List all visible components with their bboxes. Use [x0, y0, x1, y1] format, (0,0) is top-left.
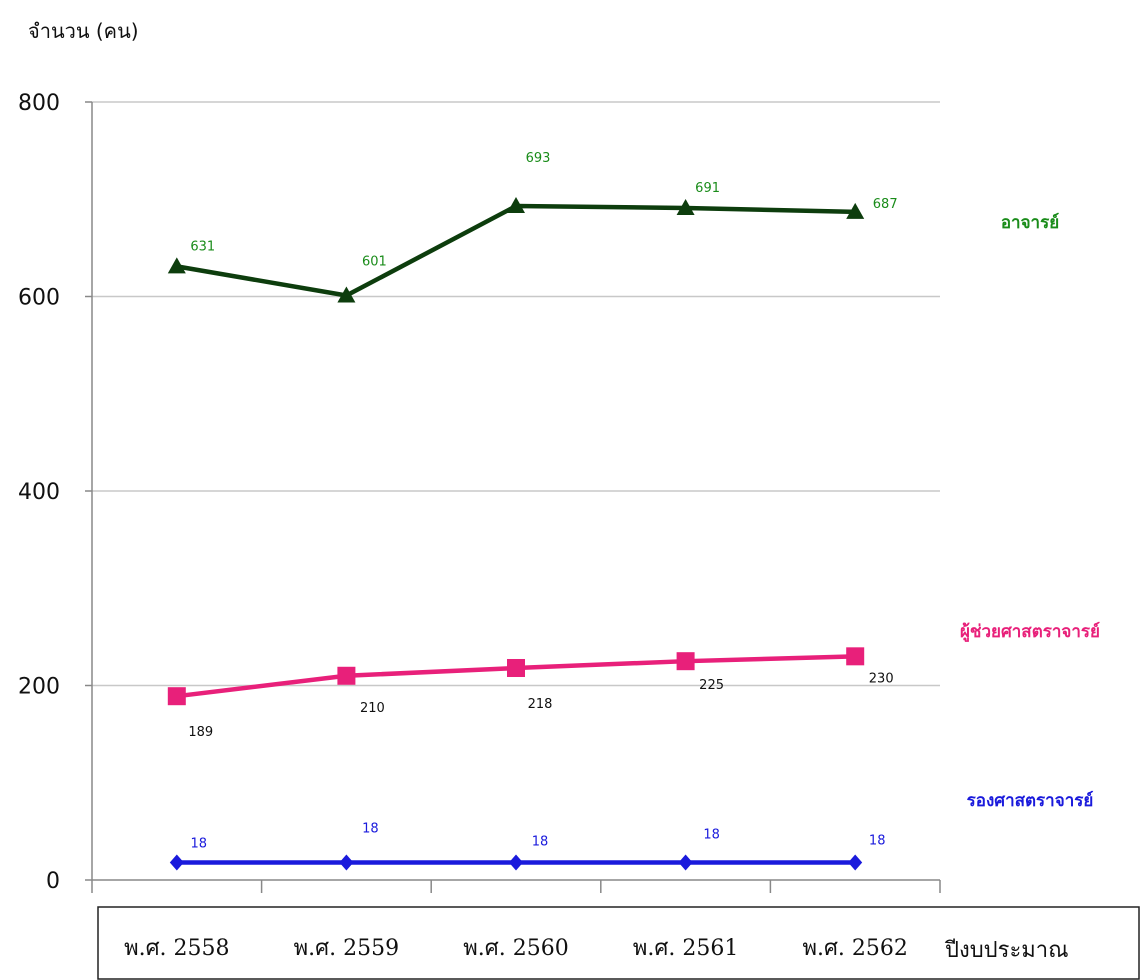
data-point [676, 652, 695, 671]
data-point [676, 199, 695, 216]
x-tick-label: พ.ศ. 2560 [463, 936, 568, 961]
series-2: 189 210 218 225 230 ผู้ช่วยศาสตราจารย์ [167, 621, 1100, 740]
data-point [678, 854, 693, 871]
data-label: 225 [699, 678, 724, 693]
data-point [507, 197, 525, 214]
data-point [169, 854, 184, 871]
data-label: 18 [532, 834, 549, 849]
y-axis-title: จำนวน (คน) [28, 19, 139, 43]
data-point [846, 202, 865, 219]
series-name-label: อาจารย์ [1001, 212, 1059, 233]
x-axis-title: ปีงบประมาณ [944, 938, 1069, 963]
x-tick-label: พ.ศ. 2559 [294, 936, 399, 961]
x-tick-label: พ.ศ. 2558 [124, 936, 229, 961]
data-point [337, 666, 356, 685]
data-point [167, 687, 186, 706]
y-tick-label: 600 [18, 286, 60, 311]
data-label: 18 [191, 836, 208, 851]
data-label: 691 [695, 181, 720, 196]
series-group: 631 601 693 691 687 อาจารย์ 189 210 218 225 230 ผู้… [167, 151, 1100, 871]
data-label: 18 [703, 827, 720, 842]
data-label: 601 [362, 255, 387, 270]
data-point [339, 854, 354, 871]
category-box [97, 906, 1140, 980]
data-label: 218 [528, 697, 553, 712]
data-label: 230 [869, 671, 894, 686]
data-label: 687 [873, 197, 898, 212]
series-3: 18 18 18 18 18 รองศาสตราจารย์ [169, 790, 1094, 871]
x-tick-label: พ.ศ. 2561 [633, 936, 738, 961]
data-point [509, 854, 523, 871]
x-axis [91, 102, 941, 893]
data-label: 631 [190, 239, 215, 254]
y-tick-label: 800 [18, 91, 60, 116]
data-label: 210 [360, 701, 385, 716]
data-point [846, 647, 865, 666]
data-point [848, 854, 863, 871]
y-tick-label: 0 [46, 869, 60, 894]
data-point [167, 257, 186, 274]
y-tick-label: 400 [18, 480, 60, 505]
data-label: 189 [188, 725, 213, 740]
data-label: 693 [526, 151, 551, 166]
y-axis-ticks: 0 200 400 600 800 [18, 91, 60, 894]
gridlines [85, 101, 940, 881]
data-point [337, 286, 356, 303]
data-label: 18 [362, 821, 379, 836]
data-label: 18 [869, 833, 886, 848]
y-tick-label: 200 [18, 675, 60, 700]
series-line [176, 203, 856, 298]
x-axis-categories: พ.ศ. 2558 พ.ศ. 2559 พ.ศ. 2560 พ.ศ. 2561 พ.ศ.… [124, 936, 908, 961]
x-tick-label: พ.ศ. 2562 [802, 936, 907, 961]
series-1: 631 601 693 691 687 อาจารย์ [167, 151, 1059, 303]
data-point [507, 658, 525, 677]
series-name-label: รองศาสตราจารย์ [967, 790, 1094, 811]
series-name-label: ผู้ช่วยศาสตราจารย์ [960, 621, 1100, 643]
